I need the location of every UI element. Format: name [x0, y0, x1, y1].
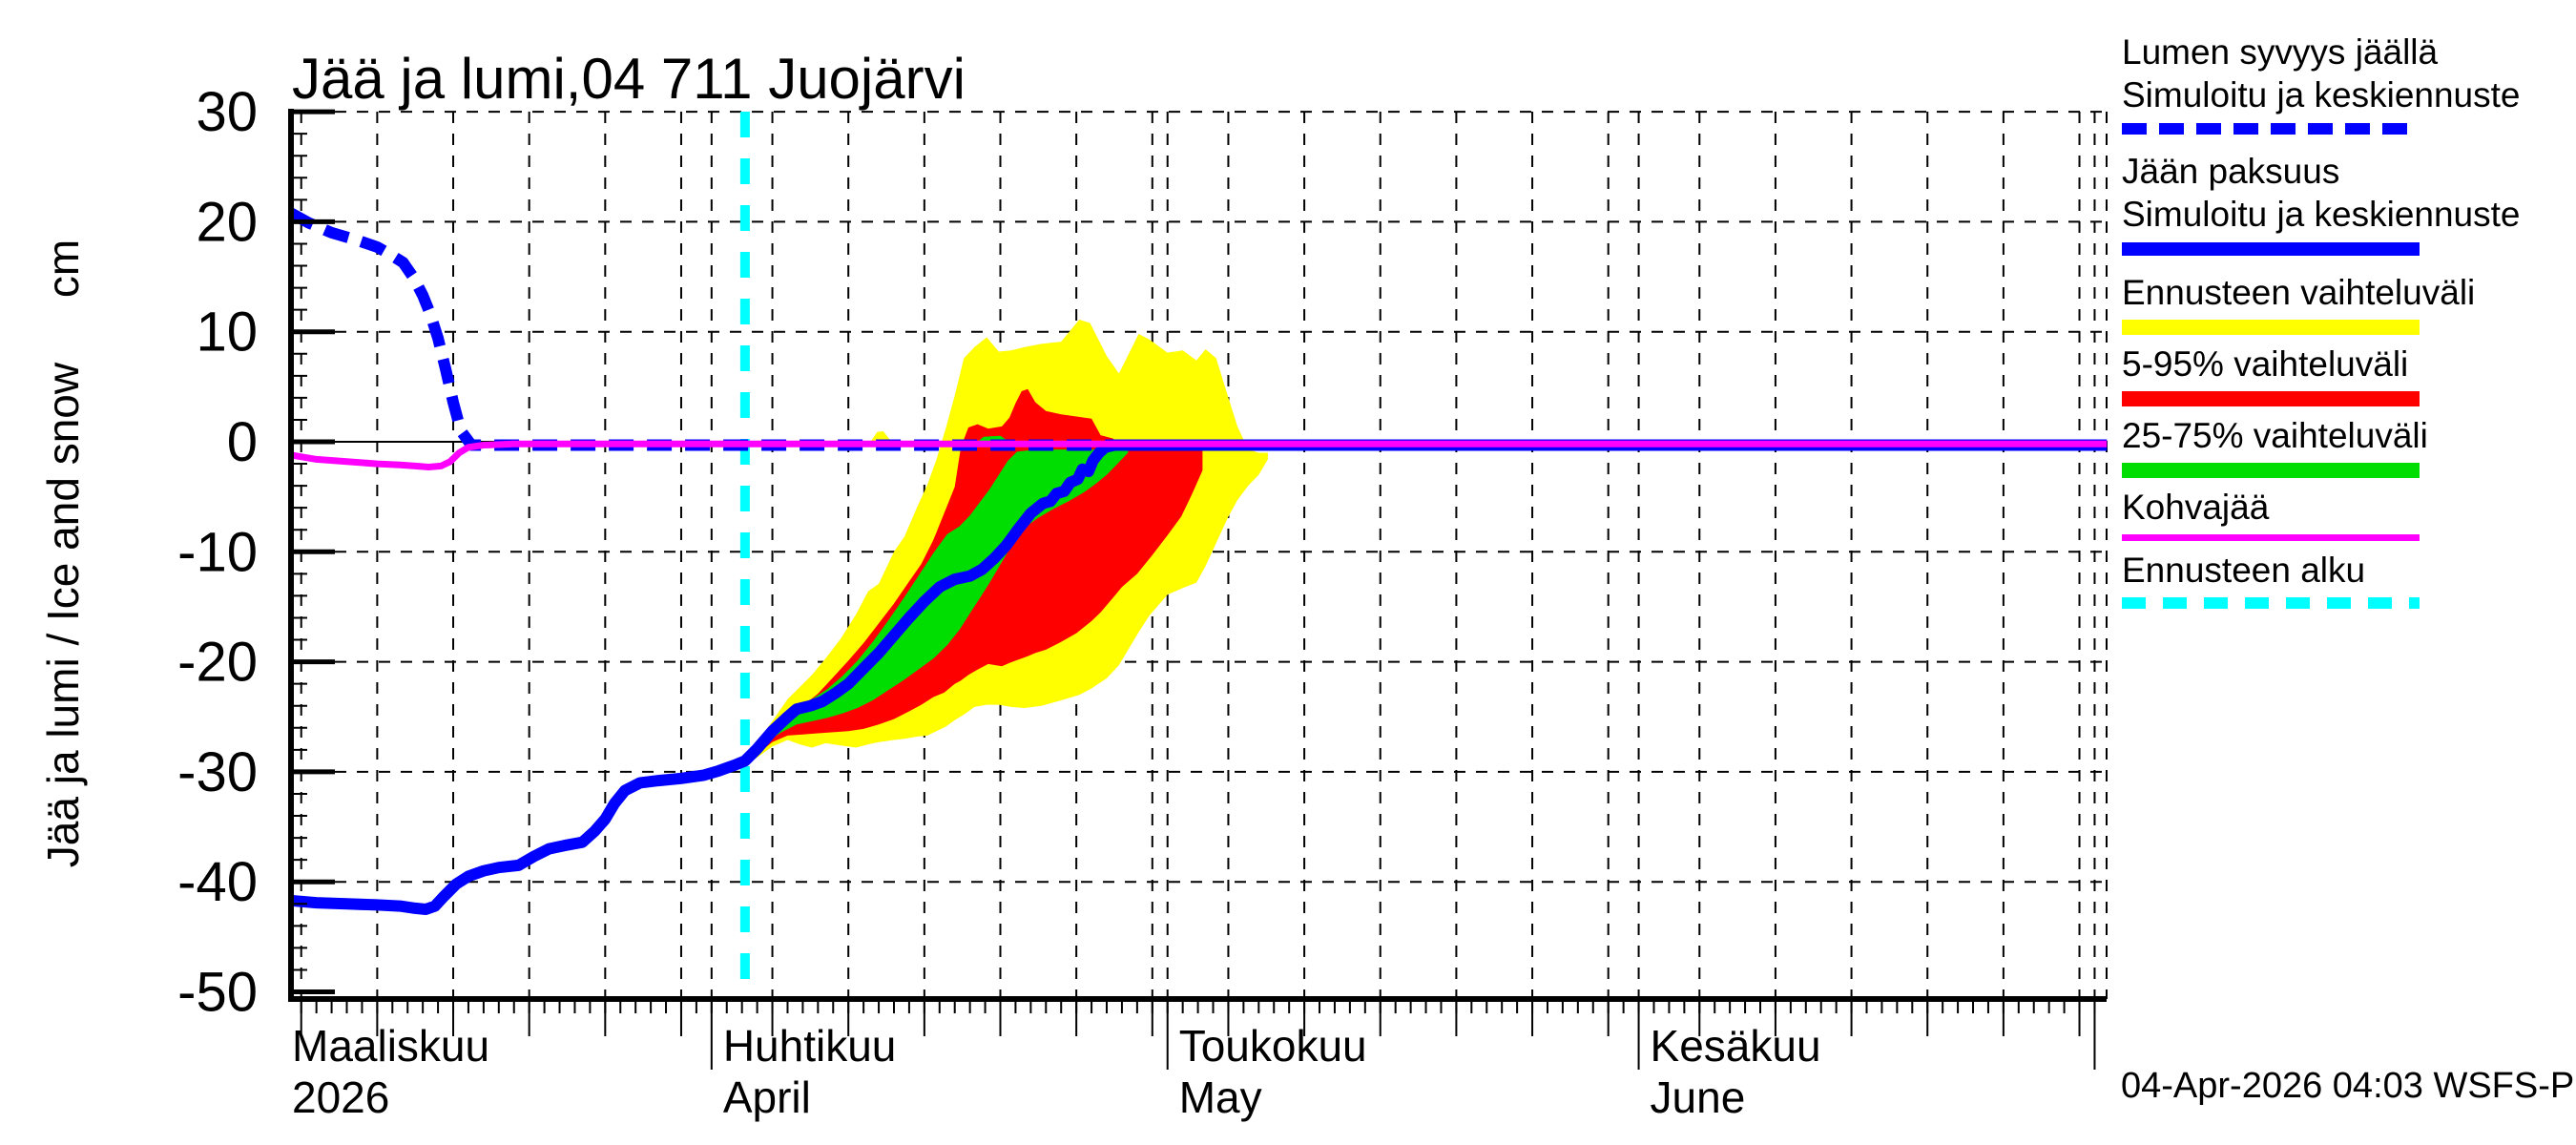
y-axis-label: Jää ja lumi / Ice and snow cm: [38, 239, 88, 867]
series-1-ice-thickness: [290, 439, 2108, 915]
legend-label: Kohvajää: [2122, 488, 2270, 527]
legend-label: Lumen syvyys jäällä: [2122, 32, 2439, 72]
legend-item-slush-ice: Kohvajää: [2122, 486, 2551, 541]
axes-layer: [288, 109, 2107, 1070]
month-label-en-2026: 2026: [292, 1072, 389, 1122]
legend-item-forecast-start: Ennusteen alku: [2122, 549, 2551, 609]
month-label-fi-Toukokuu: Toukokuu: [1179, 1021, 1367, 1071]
y-axis-unit: cm: [38, 239, 88, 298]
legend-swatch-snow-depth-simulated: [2122, 123, 2420, 135]
legend-swatch-forecast-start: [2122, 597, 2420, 609]
legend-label: Ennusteen alku: [2122, 551, 2366, 590]
legend-item-range-25-75: 25-75% vaihteluväli: [2122, 414, 2551, 478]
month-label-en-April: April: [723, 1072, 811, 1122]
legend-item-forecast-range: Ennusteen vaihteluväli: [2122, 271, 2551, 335]
legend-label: Jään paksuus: [2122, 152, 2340, 191]
legend-swatch-range-5-95: [2122, 391, 2420, 406]
legend-swatch-forecast-range: [2122, 320, 2420, 335]
legend-item-range-5-95: 5-95% vaihteluväli: [2122, 343, 2551, 406]
y-tick-label-10: 10: [196, 302, 258, 364]
legend-label: Simuloitu ja keskiennuste: [2122, 75, 2521, 114]
y-tick-label--40: -40: [177, 851, 258, 913]
y-axis-label-text: Jää ja lumi / Ice and snow: [38, 362, 88, 867]
legend-item-ice-thickness-simulated: Jään paksuus Simuloitu ja keskiennuste: [2122, 150, 2551, 256]
month-label-fi-Kesäkuu: Kesäkuu: [1651, 1021, 1821, 1071]
y-tick-label-30: 30: [196, 81, 258, 143]
y-tick-label-0: 0: [227, 411, 258, 473]
series-2-kohvajaa: [290, 440, 2108, 470]
legend-swatch-slush-ice: [2122, 534, 2420, 541]
legend-label: 25-75% vaihteluväli: [2122, 416, 2428, 455]
month-label-en-May: May: [1179, 1072, 1262, 1122]
series-0-snow-depth: [287, 207, 2108, 451]
month-label-en-June: June: [1651, 1072, 1746, 1122]
y-tick-label--10: -10: [177, 521, 258, 583]
legend-label: Simuloitu ja keskiennuste: [2122, 195, 2521, 234]
y-tick-label--20: -20: [177, 632, 258, 694]
timestamp: 04-Apr-2026 04:03 WSFS-P: [2121, 1066, 2574, 1106]
legend: Lumen syvyys jäällä Simuloitu ja keskienn…: [2122, 31, 2551, 616]
legend-swatch-range-25-75: [2122, 463, 2420, 478]
legend-swatch-ice-thickness-simulated: [2122, 242, 2420, 256]
y-tick-label--50: -50: [177, 962, 258, 1024]
y-tick-label--30: -30: [177, 741, 258, 803]
y-tick-label-20: 20: [196, 191, 258, 253]
legend-label: 5-95% vaihteluväli: [2122, 344, 2409, 384]
chart-title: Jää ja lumi,04 711 Juojärvi: [292, 47, 966, 111]
month-label-fi-Maaliskuu: Maaliskuu: [292, 1021, 489, 1071]
month-label-fi-Huhtikuu: Huhtikuu: [723, 1021, 897, 1071]
data-series-layer: [287, 207, 2108, 915]
legend-item-snow-depth-simulated: Lumen syvyys jäällä Simuloitu ja keskienn…: [2122, 31, 2551, 135]
legend-label: Ennusteen vaihteluväli: [2122, 273, 2476, 312]
